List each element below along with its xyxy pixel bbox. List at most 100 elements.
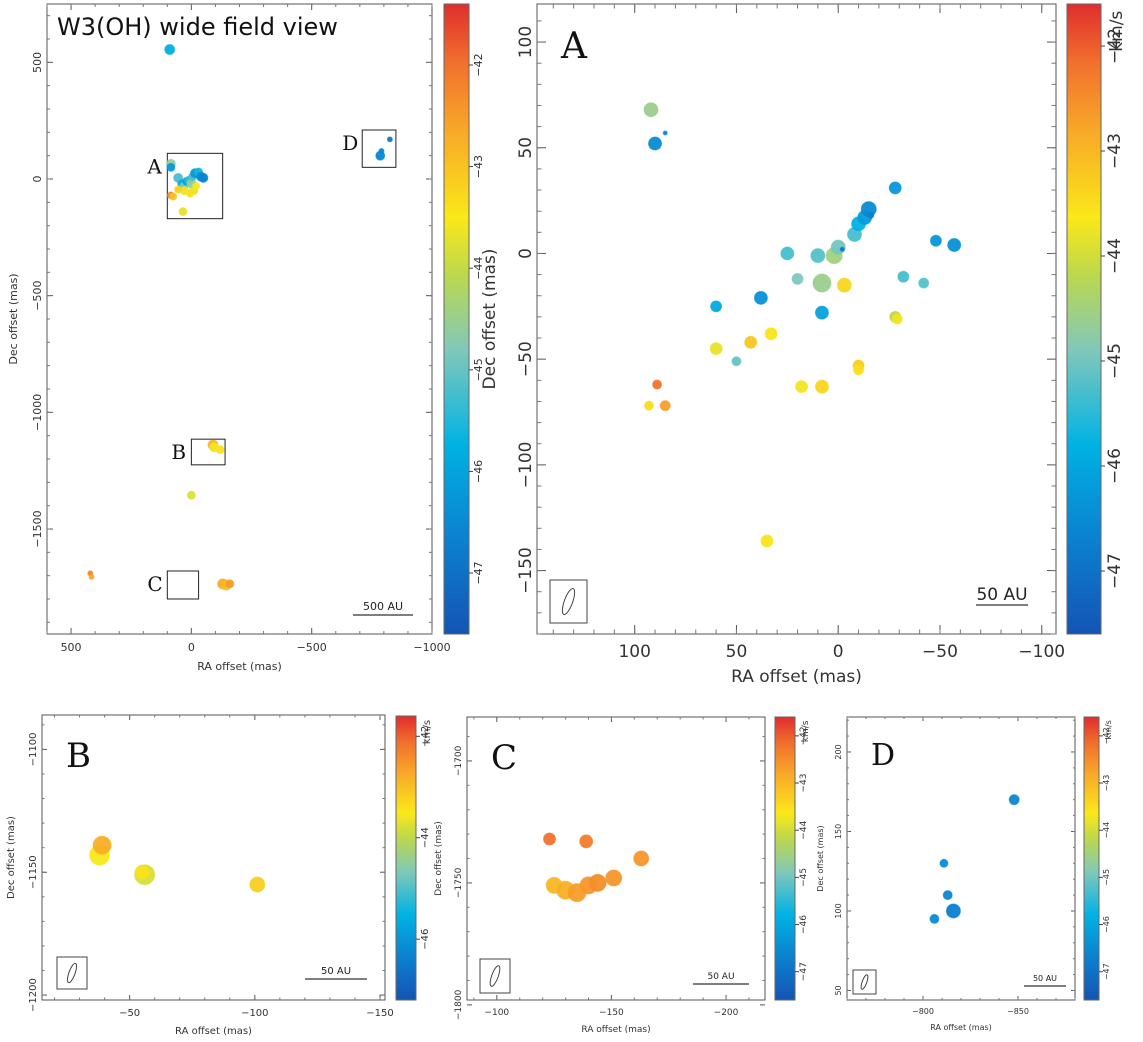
region-box-C bbox=[166, 570, 200, 600]
maser-spot bbox=[88, 573, 95, 580]
maser-spot bbox=[812, 273, 832, 293]
maser-spot bbox=[709, 342, 723, 356]
maser-spot bbox=[814, 305, 829, 320]
x-tick-label: −200 bbox=[714, 1008, 739, 1018]
maser-spot bbox=[780, 246, 795, 261]
scale-bar-label: 50 AU bbox=[1033, 974, 1057, 983]
colorbar bbox=[1083, 716, 1100, 1001]
chart-title: W3(OH) wide field view bbox=[57, 13, 338, 41]
colorbar-tick-label: −44 bbox=[420, 827, 431, 848]
maser-spot bbox=[888, 181, 902, 195]
colorbar-tick-label: −45 bbox=[799, 868, 809, 887]
beam-box bbox=[852, 969, 877, 995]
maser-spot bbox=[215, 445, 225, 455]
x-tick-label: −1000 bbox=[413, 641, 450, 654]
y-tick-label: 500 bbox=[31, 52, 44, 73]
maser-spot bbox=[662, 130, 668, 136]
scale-bar-label: 50 AU bbox=[976, 585, 1027, 605]
region-label-C: C bbox=[147, 572, 162, 596]
maser-spot bbox=[164, 44, 176, 55]
maser-spot bbox=[192, 182, 201, 190]
x-axis-label: RA offset (mas) bbox=[197, 660, 282, 673]
maser-spot bbox=[945, 903, 961, 919]
colorbar-tick-label: −44 bbox=[1105, 238, 1125, 274]
x-tick-label: −150 bbox=[599, 1008, 624, 1018]
colorbar-unit: km/s bbox=[1107, 11, 1127, 52]
x-tick-label: 100 bbox=[618, 642, 650, 662]
y-axis-label: Dec offset (mas) bbox=[7, 273, 20, 364]
beam-ellipse bbox=[860, 974, 869, 990]
colorbar bbox=[443, 3, 470, 635]
panel-wide: 500 0 −500 −1000 500 0 −500 −1000 −1500 RA offset… bbox=[7, 3, 485, 673]
colorbar bbox=[1066, 3, 1102, 635]
region-box-B bbox=[190, 438, 226, 466]
x-tick-label: −800 bbox=[912, 1007, 934, 1016]
beam-ellipse bbox=[66, 962, 78, 984]
maser-spot bbox=[836, 277, 852, 293]
maser-spot bbox=[134, 864, 150, 880]
maser-spot bbox=[643, 102, 659, 118]
maser-spot bbox=[652, 379, 663, 390]
maser-spot bbox=[897, 270, 910, 283]
colorbar-tick-label: −42 bbox=[420, 726, 431, 747]
maser-spot bbox=[633, 850, 650, 867]
y-axis-label: Dec offset (mas) bbox=[434, 821, 444, 896]
maser-spot bbox=[814, 379, 829, 394]
maser-spot bbox=[867, 211, 875, 219]
y-tick-label: −1200 bbox=[28, 978, 39, 1012]
x-tick-label: −100 bbox=[484, 1008, 509, 1018]
maser-spot bbox=[744, 335, 758, 349]
panel-D: −800 −850 200 150 100 50 RA offset (mas) Dec of… bbox=[816, 716, 1113, 1032]
maser-spot bbox=[92, 835, 112, 855]
y-tick-label: 50 bbox=[834, 985, 843, 995]
colorbar-tick-label: −42 bbox=[1102, 727, 1111, 744]
x-tick-label: 500 bbox=[61, 641, 82, 654]
maser-spot bbox=[929, 234, 942, 247]
colorbar-tick-label: −47 bbox=[472, 561, 485, 584]
panel-label: A bbox=[560, 26, 588, 67]
y-tick-label: −150 bbox=[516, 547, 536, 594]
colorbar-tick-label: −46 bbox=[472, 460, 485, 483]
plot-frame bbox=[536, 3, 1057, 635]
y-axis-label: Dec offset (mas) bbox=[816, 825, 825, 891]
beam-box bbox=[549, 579, 588, 624]
maser-spot bbox=[918, 277, 930, 289]
colorbar-unit: km/s bbox=[801, 720, 811, 742]
maser-spot bbox=[891, 313, 903, 325]
maser-spot bbox=[174, 185, 183, 194]
panel-label: C bbox=[491, 738, 517, 778]
y-tick-label: −1100 bbox=[28, 732, 39, 766]
colorbar-tick-label: −42 bbox=[799, 726, 809, 745]
y-tick-label: −1150 bbox=[28, 855, 39, 889]
x-tick-label: 50 bbox=[726, 642, 748, 662]
y-tick-label: −50 bbox=[516, 341, 536, 377]
maser-spot bbox=[198, 172, 209, 183]
maser-spot bbox=[643, 400, 654, 411]
maser-spot bbox=[710, 300, 723, 313]
maser-spot bbox=[588, 873, 607, 892]
maser-spot bbox=[810, 248, 826, 264]
maser-spot bbox=[791, 272, 804, 285]
maser-spot bbox=[929, 913, 940, 924]
maser-spot bbox=[760, 534, 774, 548]
colorbar-tick-label: −47 bbox=[1102, 963, 1111, 980]
x-axis-label: RA offset (mas) bbox=[581, 1025, 650, 1035]
beam-box bbox=[479, 958, 511, 994]
maser-spot bbox=[753, 290, 768, 305]
scale-bar-label: 50 AU bbox=[707, 972, 734, 982]
x-axis-label: RA offset (mas) bbox=[930, 1023, 992, 1032]
maser-spot bbox=[166, 162, 176, 172]
y-tick-label: −1800 bbox=[454, 989, 464, 1020]
maser-spot bbox=[378, 148, 385, 154]
y-tick-label: −1500 bbox=[31, 510, 44, 547]
maser-spot bbox=[648, 136, 663, 151]
panel-B: −50 −100 −150 −1100 −1150 −1200 RA offset (mas… bbox=[6, 714, 433, 1037]
colorbar-tick-label: −44 bbox=[472, 257, 485, 280]
maser-spot bbox=[853, 364, 865, 376]
colorbar-unit: km/s bbox=[1104, 720, 1113, 739]
panel-label: D bbox=[871, 738, 895, 773]
x-tick-label: 0 bbox=[833, 642, 844, 662]
colorbar-tick-label: −45 bbox=[1105, 343, 1125, 379]
x-tick-label: −50 bbox=[922, 642, 958, 662]
colorbar-tick-label: −43 bbox=[472, 155, 485, 178]
